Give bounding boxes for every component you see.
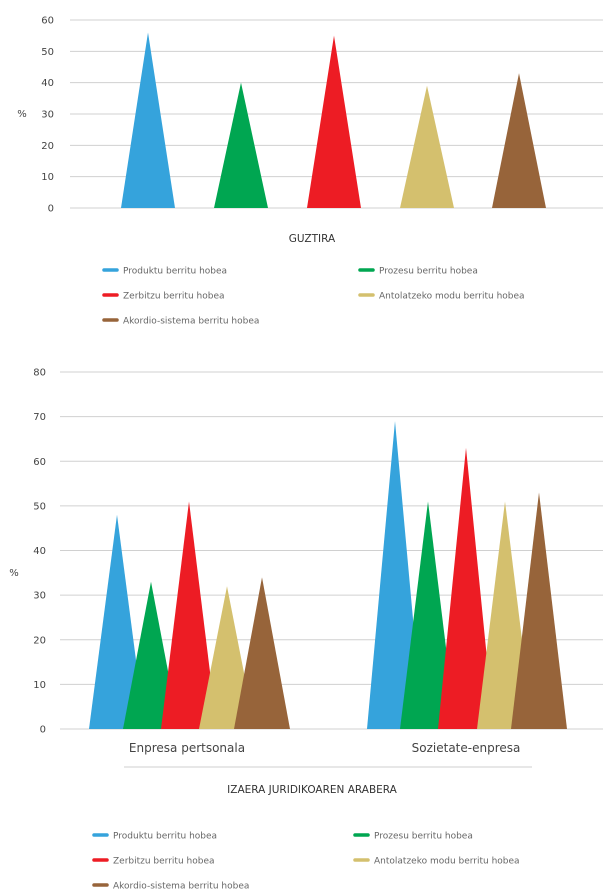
x-category-label: Enpresa pertsonala [129, 741, 245, 755]
bar-mark [400, 85, 454, 208]
y-tick-label: 20 [33, 635, 46, 646]
x-category-label: Sozietate-enpresa [412, 741, 521, 755]
legend-label: Prozesu berritu hobea [374, 832, 473, 842]
bar-mark [511, 492, 567, 729]
bar-mark [492, 73, 546, 209]
bar-mark [123, 581, 179, 729]
legend-label: Akordio-sistema berritu hobea [123, 317, 259, 327]
legend-label: Zerbitzu berritu hobea [123, 292, 225, 302]
y-tick-label: 10 [33, 680, 46, 691]
legend-label: Akordio-sistema berritu hobea [113, 882, 249, 890]
y-tick-label: 30 [33, 591, 46, 602]
bar-mark [400, 501, 456, 729]
y-tick-label: 40 [41, 78, 54, 89]
bar-mark [121, 32, 175, 209]
bar-mark [438, 447, 494, 729]
y-tick-label: 30 [41, 110, 54, 121]
legend-label: Produktu berritu hobea [123, 267, 227, 277]
legend-label: Antolatzeko modu berritu hobea [379, 292, 525, 302]
y-tick-label: 50 [41, 47, 54, 58]
legend-label: Produktu berritu hobea [113, 832, 217, 842]
bar-mark [307, 35, 361, 208]
y-tick-label: 40 [33, 546, 46, 557]
bar-mark [234, 577, 290, 729]
y-tick-label: 50 [33, 501, 46, 512]
y-tick-label: 10 [41, 172, 54, 183]
y-tick-label: 60 [33, 457, 46, 468]
y-tick-label: 70 [33, 412, 46, 423]
y-tick-label: 80 [33, 368, 46, 379]
y-tick-label: 0 [40, 725, 46, 736]
legend-label: Prozesu berritu hobea [379, 267, 478, 277]
y-tick-label: 60 [41, 16, 54, 27]
y-axis-label: % [9, 568, 19, 579]
y-axis-label: % [17, 109, 27, 120]
chart-title: GUZTIRA [289, 233, 336, 245]
legend-label: Zerbitzu berritu hobea [113, 857, 215, 867]
bar-mark [89, 514, 145, 729]
y-tick-label: 20 [41, 141, 54, 152]
bar-mark [161, 501, 217, 729]
legend-label: Antolatzeko modu berritu hobea [374, 857, 520, 867]
bar-mark [214, 82, 268, 208]
bar-mark [367, 421, 423, 729]
chart-title: IZAERA JURIDIKOAREN ARABERA [227, 784, 397, 796]
y-tick-label: 0 [48, 204, 54, 215]
